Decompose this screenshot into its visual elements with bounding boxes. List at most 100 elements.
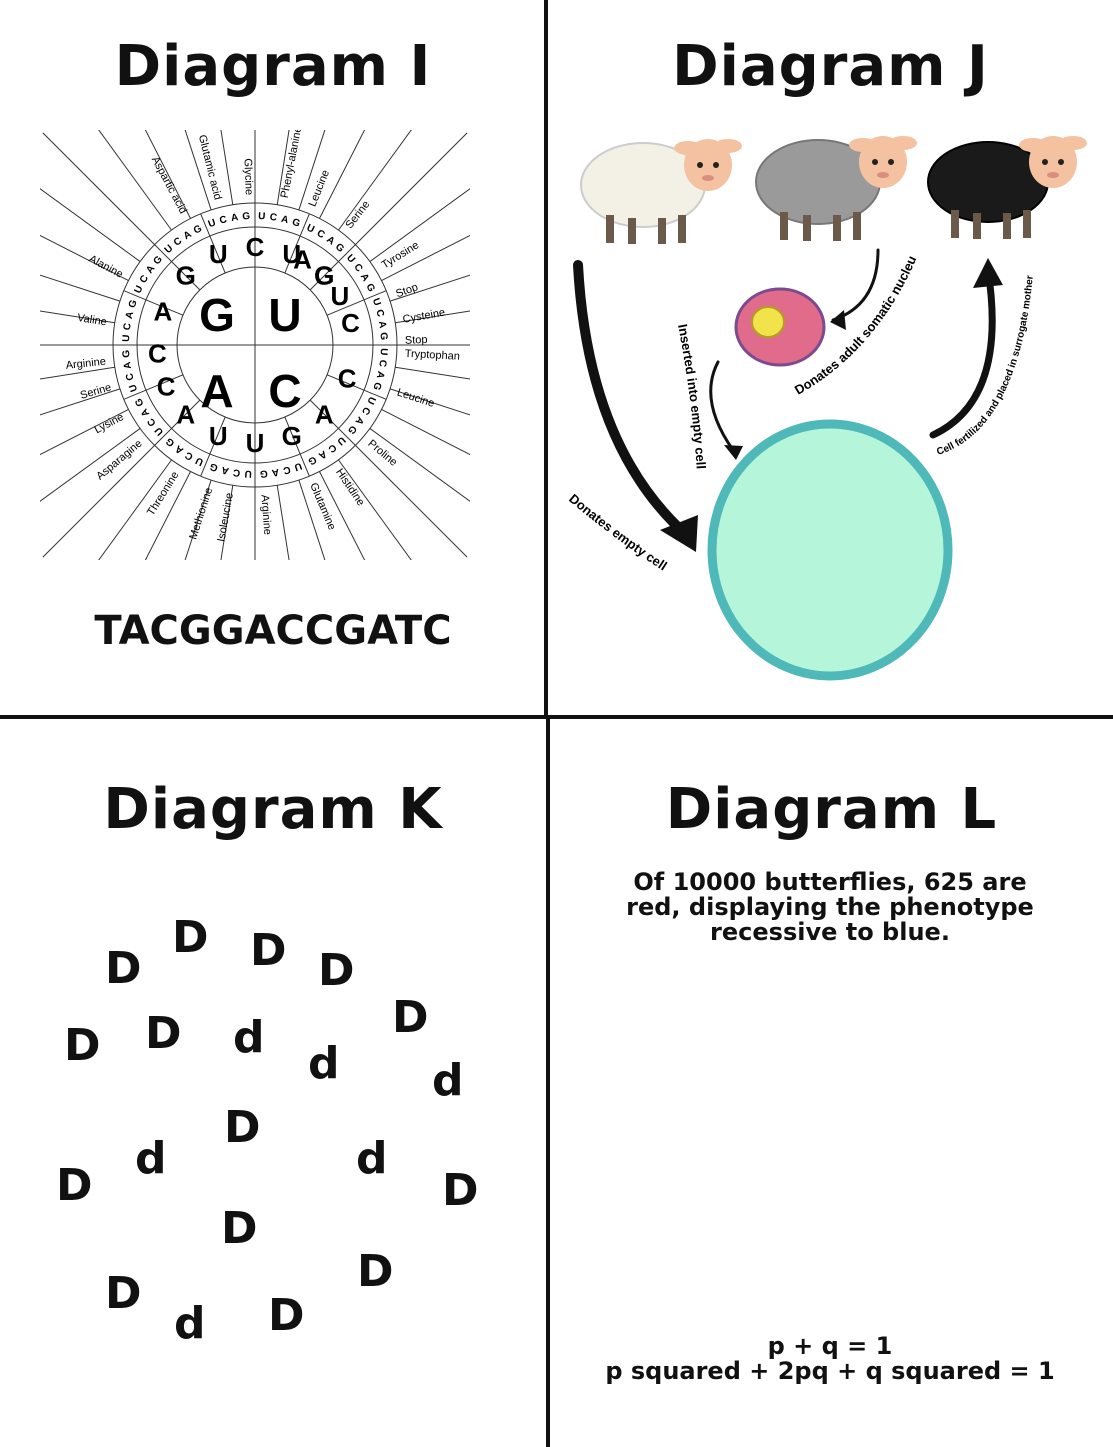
third-base: G xyxy=(345,423,359,436)
second-base: U xyxy=(209,421,228,451)
third-base: U xyxy=(378,348,389,356)
third-base: C xyxy=(232,466,241,478)
third-base: C xyxy=(183,449,195,462)
third-base: A xyxy=(353,414,366,426)
third-base: U xyxy=(132,284,145,295)
third-base: G xyxy=(333,241,346,255)
third-base: A xyxy=(324,234,336,247)
nucleus-donor-cell xyxy=(734,287,826,367)
amino-acid-label: Isoleucine xyxy=(215,492,235,543)
second-base: A xyxy=(315,399,334,429)
allele-recessive: d xyxy=(432,1055,464,1106)
third-base: A xyxy=(374,370,386,380)
amino-acid-label: Lysine xyxy=(92,411,125,436)
label-inserted: Inserted into empty cell xyxy=(675,323,709,470)
third-base: A xyxy=(173,443,185,456)
amino-acid-label: Proline xyxy=(365,438,399,469)
allele-dominant: D xyxy=(145,1008,182,1059)
third-base: C xyxy=(359,405,372,417)
amino-acid-label: Asparagine xyxy=(94,438,144,483)
problem-line-2: red, displaying the phenotype xyxy=(626,893,1034,921)
third-base: C xyxy=(124,372,136,382)
amino-acid-label: Valine xyxy=(76,312,107,329)
hardy-weinberg-formula: p + q = 1 p squared + 2pq + q squared = … xyxy=(560,1334,1100,1384)
second-base: A xyxy=(293,244,312,274)
third-base: C xyxy=(373,308,385,318)
arrow-fertilized xyxy=(929,266,996,439)
problem-line-1: Of 10000 butterflies, 625 are xyxy=(633,868,1027,896)
second-base: G xyxy=(282,421,302,451)
panel-diagram-l: Diagram L xyxy=(550,719,1113,1447)
third-base: G xyxy=(259,467,268,479)
third-base: G xyxy=(121,349,133,358)
allele-recessive: d xyxy=(174,1298,206,1349)
third-base: A xyxy=(280,214,290,226)
third-base: G xyxy=(242,211,251,223)
amino-acid-label: Tyrosine xyxy=(380,239,422,271)
vertical-divider-bottom xyxy=(546,716,550,1447)
diagram-l-title: Diagram L xyxy=(665,777,998,842)
allele-dominant: D xyxy=(318,945,355,996)
third-base: C xyxy=(326,441,338,454)
dna-sequence: TACGGACCGATC xyxy=(94,608,452,654)
third-base: A xyxy=(122,361,134,370)
third-base: U xyxy=(293,460,303,473)
third-base: C xyxy=(315,228,327,241)
amino-acid-label: Leucine xyxy=(395,387,435,410)
black-sheep xyxy=(927,136,1087,239)
third-base: C xyxy=(138,273,151,285)
amino-acid-label: Glutamine xyxy=(307,481,338,532)
second-base: G xyxy=(176,261,196,291)
allele-dominant: D xyxy=(357,1246,394,1297)
diagram-k-title: Diagram K xyxy=(103,777,443,842)
third-base: G xyxy=(192,223,204,236)
third-base: G xyxy=(127,298,140,309)
third-base: G xyxy=(133,396,146,408)
second-base: A xyxy=(176,399,195,429)
arrow-inserted xyxy=(709,360,735,452)
third-base: U xyxy=(194,454,205,467)
panel-diagram-j: Diagram J xyxy=(548,0,1113,716)
third-base: U xyxy=(305,222,316,235)
third-base: U xyxy=(207,217,217,230)
arrow-donates-empty xyxy=(573,260,695,543)
second-base: A xyxy=(154,296,173,326)
allele-dominant: D xyxy=(64,1020,101,1071)
third-base: U xyxy=(370,297,383,307)
third-base: A xyxy=(182,229,194,242)
amino-acid-label: Histidine xyxy=(333,467,367,509)
third-base: A xyxy=(271,466,280,478)
third-base: C xyxy=(376,359,388,368)
butterfly-problem: Of 10000 butterflies, 625 are red, displ… xyxy=(560,870,1100,945)
third-base: G xyxy=(208,460,219,473)
amino-acid-label: Cysteine xyxy=(402,307,446,326)
third-base: C xyxy=(122,322,134,331)
amino-acid-label: Phenyl-alanine xyxy=(279,130,305,199)
center-base: G xyxy=(199,289,235,341)
allele-dominant: D xyxy=(268,1290,305,1341)
center-base: A xyxy=(200,365,233,417)
gray-sheep xyxy=(755,136,917,241)
third-base: C xyxy=(172,236,184,249)
third-base: G xyxy=(151,254,165,267)
horizontal-divider xyxy=(0,715,1113,719)
white-sheep xyxy=(580,139,742,244)
allele-dominant: D xyxy=(250,925,287,976)
allele-dominant: D xyxy=(221,1203,258,1254)
panel-diagram-k: Diagram K xyxy=(0,719,546,1447)
third-base: G xyxy=(377,332,389,341)
diagram-i-title: Diagram I xyxy=(114,34,432,99)
third-base: C xyxy=(218,214,228,226)
second-base: G xyxy=(314,261,334,291)
second-base: C xyxy=(148,339,167,369)
allele-recessive: d xyxy=(233,1012,265,1063)
diagram-j-title: Diagram J xyxy=(672,34,989,99)
amino-acid-label: Glutamic acid xyxy=(196,134,224,202)
second-base: U xyxy=(282,239,301,269)
third-base: C xyxy=(146,416,159,428)
allele-dominant: D xyxy=(105,943,142,994)
amino-acid-label: Methionine xyxy=(187,486,215,541)
third-base: U xyxy=(121,334,132,342)
